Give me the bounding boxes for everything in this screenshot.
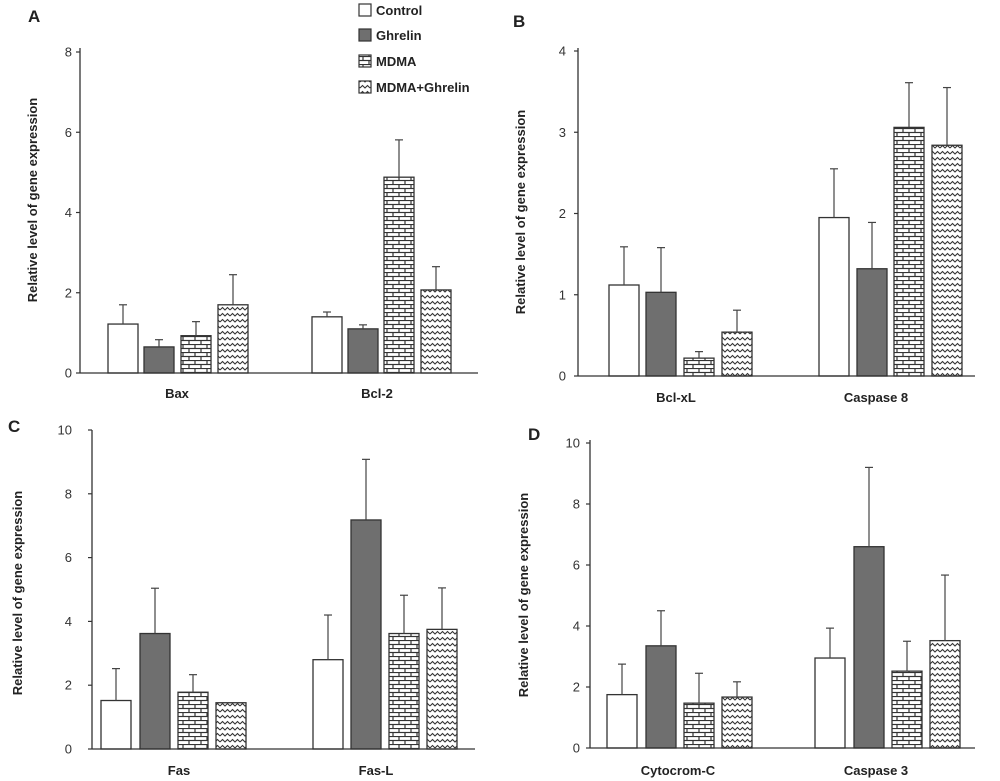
panel-b-y-tick-label-4: 4 [559, 44, 566, 59]
panel-c-y-tick-label-2: 2 [65, 678, 72, 693]
panel-c-bar-fas-mdma [177, 691, 209, 750]
legend-label-ghrelin: Ghrelin [376, 28, 422, 43]
panel-a-bar-bax-mdma-ghrelin [217, 304, 249, 374]
legend-swatch-ghrelin [358, 28, 372, 42]
panel-a-bar-bax-control [107, 323, 139, 374]
panel-b-bar-bcl-xl-control [608, 284, 640, 377]
panel-d-y-tick-label-6: 6 [573, 558, 580, 573]
panel-c-bar-fas-l-control [312, 659, 344, 750]
panel-b-y-tick-label-0: 0 [559, 369, 566, 384]
panel-c-bar-fas-l-mdma-ghrelin [426, 628, 458, 750]
panel-d-y-tick-label-8: 8 [573, 497, 580, 512]
panel-d-bar-cytocrom-c-mdma-ghrelin [721, 696, 753, 749]
panel-d-bar-caspase-3-control [814, 657, 846, 749]
panel-b-bar-bcl-xl-ghrelin [645, 291, 677, 377]
panel-c-bar-fas-l-mdma [388, 632, 420, 750]
panel-a-bar-bax-mdma [180, 335, 212, 374]
panel-c-ylabel: Relative level of gene expression [10, 491, 25, 696]
panel-d-category-cytocrom-c: Cytocrom-C [641, 763, 716, 778]
panel-a-bar-bax-ghrelin [143, 346, 175, 374]
panel-d-bar-cytocrom-c-mdma [683, 702, 715, 749]
panel-letter-b: B [513, 12, 525, 31]
panel-b-bar-caspase-8-mdma [893, 126, 925, 377]
panel-c-category-fas-l: Fas-L [359, 763, 394, 778]
panel-d-ylabel: Relative level of gene expression [516, 493, 531, 698]
panel-c-bars [100, 458, 458, 750]
panel-a-category-bax: Bax [165, 386, 190, 401]
panel-c-bar-fas-ghrelin [139, 632, 171, 750]
panel-c: C Relative level of gene expression 0 2 4 6… [8, 417, 475, 778]
panel-a-y-tick-label-0: 0 [65, 366, 72, 381]
legend-swatch-mdma [358, 54, 372, 68]
panel-b-category-bcl-xl: Bcl-xL [656, 390, 696, 405]
panel-d-bar-caspase-3-ghrelin [853, 546, 885, 749]
panel-c-bar-fas-control [100, 699, 132, 750]
panel-a-bars [107, 139, 452, 374]
panel-d-bar-caspase-3-mdma-ghrelin [929, 639, 961, 749]
panel-d-bars [606, 466, 961, 749]
panel-c-category-fas: Fas [168, 763, 190, 778]
legend-item-mdma: MDMA [358, 54, 417, 69]
legend-swatch-control [358, 3, 372, 17]
panel-b: B Relative level of gene expression 0 1 2 3… [513, 12, 975, 405]
panel-c-y-tick-label-8: 8 [65, 486, 72, 501]
panel-b-category-caspase-8: Caspase 8 [844, 390, 908, 405]
panel-letter-c: C [8, 417, 20, 436]
panel-d: D Relative level of gene expression 0 2 4 6… [516, 425, 975, 778]
panel-letter-a: A [28, 7, 40, 26]
panel-b-bar-caspase-8-mdma-ghrelin [931, 144, 963, 377]
panel-a-y-ticks: 0 2 4 6 8 [65, 45, 80, 381]
panel-b-y-tick-label-2: 2 [559, 206, 566, 221]
panel-a-bar-bcl-2-mdma [383, 176, 415, 374]
panel-a-y-tick-label-2: 2 [65, 285, 72, 300]
panel-d-y-tick-label-10: 10 [566, 436, 580, 451]
panel-a-ylabel: Relative level of gene expression [25, 98, 40, 303]
panel-d-bar-cytocrom-c-ghrelin [645, 645, 677, 749]
panel-a-y-tick-label-6: 6 [65, 125, 72, 140]
panel-b-bar-bcl-xl-mdma-ghrelin [721, 331, 753, 377]
panel-b-y-ticks: 0 1 2 3 4 [559, 44, 578, 384]
panel-d-y-ticks: 0 2 4 6 8 10 [566, 436, 590, 756]
legend-swatch-mdma-ghrelin [358, 80, 372, 94]
panel-b-ylabel: Relative level of gene expression [513, 110, 528, 315]
panel-d-category-caspase-3: Caspase 3 [844, 763, 908, 778]
panel-a-y-tick-label-8: 8 [65, 45, 72, 60]
panel-a: A Relative level of gene expression 0 2 4 6… [25, 7, 478, 401]
panel-c-y-tick-label-10: 10 [58, 423, 72, 438]
panel-letter-d: D [528, 425, 540, 444]
legend-item-control: Control [358, 3, 422, 18]
panel-a-bar-bcl-2-ghrelin [347, 328, 379, 374]
panel-d-y-tick-label-4: 4 [573, 619, 580, 634]
panel-b-bar-bcl-xl-mdma [683, 357, 715, 377]
panel-a-category-bcl-2: Bcl-2 [361, 386, 393, 401]
legend-item-ghrelin: Ghrelin [358, 28, 422, 43]
panel-b-y-tick-label-3: 3 [559, 125, 566, 140]
panel-a-bar-bcl-2-mdma-ghrelin [420, 289, 452, 374]
panel-d-bar-caspase-3-mdma [891, 670, 923, 749]
panel-c-y-ticks: 0 2 4 6 8 10 [58, 423, 92, 757]
panel-d-y-tick-label-2: 2 [573, 680, 580, 695]
panel-c-bar-fas-mdma-ghrelin [215, 702, 247, 750]
panel-b-bars [608, 82, 963, 377]
panel-d-y-tick-label-0: 0 [573, 741, 580, 756]
panel-b-bar-caspase-8-ghrelin [856, 268, 888, 377]
panel-a-y-tick-label-4: 4 [65, 205, 72, 220]
legend-label-mdma-ghrelin: MDMA+Ghrelin [376, 80, 470, 95]
panel-c-y-tick-label-0: 0 [65, 742, 72, 757]
panel-b-y-tick-label-1: 1 [559, 287, 566, 302]
panel-b-bar-caspase-8-control [818, 216, 850, 377]
legend-label-mdma: MDMA [376, 54, 417, 69]
panel-c-bar-fas-l-ghrelin [350, 519, 382, 750]
legend-item-mdma-ghrelin: MDMA+Ghrelin [358, 80, 470, 95]
panel-d-bar-cytocrom-c-control [606, 693, 638, 749]
legend-label-control: Control [376, 3, 422, 18]
legend: Control Ghrelin MDMA MDMA+Ghrelin [358, 3, 470, 95]
panel-c-y-tick-label-6: 6 [65, 550, 72, 565]
panel-a-bar-bcl-2-control [311, 316, 343, 374]
panel-c-y-tick-label-4: 4 [65, 614, 72, 629]
